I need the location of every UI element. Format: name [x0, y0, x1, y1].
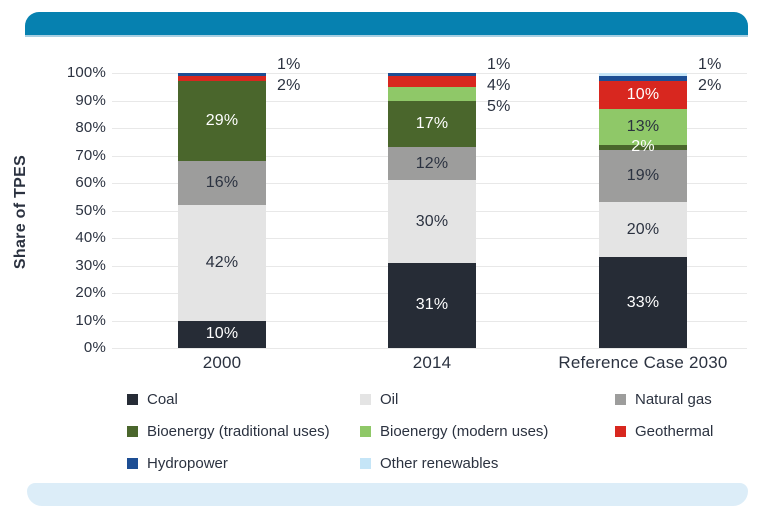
legend-item-other-renewables: Other renewables	[360, 454, 615, 472]
legend-item-bioenergy-traditional-uses-: Bioenergy (traditional uses)	[127, 422, 360, 440]
chart-plot-area: Share of TPES 0% 10% 20% 30% 40% 50% 60% 70% 80%…	[12, 0, 747, 372]
bar-segment-coal: 31%	[388, 262, 476, 348]
y-tick-label: 20%	[75, 284, 106, 301]
outside-value-label-hydropower: 1%	[277, 56, 301, 73]
legend-label: Bioenergy (traditional uses)	[147, 422, 330, 440]
bar-segment-bioenergy-traditional-uses-: 29%	[178, 81, 266, 161]
y-tick-label: 100%	[66, 64, 106, 81]
outside-value-label-hydropower: 2%	[698, 77, 722, 94]
x-category-label: Reference Case 2030	[558, 353, 728, 372]
legend-swatch-icon	[127, 457, 138, 469]
y-tick-label: 10%	[75, 311, 106, 329]
bar-segment-bioenergy-modern-uses-: 13%	[599, 108, 687, 145]
segment-value-label: 17%	[415, 114, 449, 132]
y-axis-title: Share of TPES	[12, 154, 29, 270]
segment-value-label: 2%	[631, 138, 655, 156]
segment-value-label: 10%	[626, 86, 660, 103]
bar-segment-hydropower	[599, 75, 687, 82]
bar-2000: 10% 42% 16% 29%	[178, 0, 266, 348]
x-category-label: 2000	[202, 353, 242, 372]
outside-value-label-hydropower: 1%	[487, 56, 511, 73]
y-tick-label: 80%	[75, 119, 106, 136]
bar-reference-case-2030: 33% 20% 19% 2% 13% 10%	[599, 0, 687, 348]
bar-segment-bioenergy-traditional-uses-: 2%	[599, 138, 687, 155]
legend-swatch-icon	[127, 393, 138, 405]
y-tick-label: 90%	[75, 91, 106, 109]
legend-label: Other renewables	[380, 454, 499, 472]
decorative-footer-bar	[27, 483, 748, 506]
legend-item-bioenergy-modern-uses-: Bioenergy (modern uses)	[360, 422, 615, 440]
gridline-0%	[112, 348, 747, 349]
segment-value-label: 13%	[626, 117, 660, 135]
legend-label: Hydropower	[147, 454, 228, 472]
y-tick-label: 0%	[83, 339, 106, 356]
bar-segment-geothermal	[178, 75, 266, 82]
legend-item-hydropower: Hydropower	[127, 454, 360, 472]
outside-value-label-geothermal: 2%	[277, 77, 301, 94]
legend-item-coal: Coal	[127, 390, 360, 408]
decorative-header-bar	[25, 12, 748, 37]
legend-label: Coal	[147, 390, 178, 408]
legend-label: Geothermal	[635, 422, 714, 440]
legend-item-oil: Oil	[360, 390, 615, 408]
y-tick-label: 40%	[75, 229, 106, 246]
bar-segment-hydropower	[178, 73, 266, 76]
y-tick-label: 70%	[75, 146, 106, 164]
chart-legend: Coal Oil Natural gas Bioenergy (traditional…	[127, 390, 745, 472]
bar-segment-oil: 30%	[388, 180, 476, 263]
segment-value-label: 30%	[415, 212, 449, 230]
segment-value-label: 29%	[205, 112, 239, 130]
legend-swatch-icon	[127, 425, 138, 437]
segment-value-label: 42%	[205, 253, 239, 271]
segment-value-label: 19%	[626, 167, 660, 185]
legend-swatch-icon	[360, 425, 371, 437]
legend-swatch-icon	[360, 393, 371, 405]
legend-swatch-icon	[360, 457, 371, 469]
bar-segment-coal: 33%	[599, 257, 687, 348]
y-tick-label: 50%	[75, 201, 106, 219]
bar-segment-hydropower	[388, 73, 476, 76]
legend-swatch-icon	[615, 393, 626, 405]
legend-label: Natural gas	[635, 390, 712, 408]
segment-value-label: 12%	[415, 154, 449, 172]
bar-segment-coal: 10%	[178, 320, 266, 348]
bar-segment-natural-gas: 16%	[178, 161, 266, 205]
segment-value-label: 10%	[205, 325, 239, 343]
legend-label: Bioenergy (modern uses)	[380, 422, 549, 440]
outside-value-label-other-renewables: 1%	[698, 56, 722, 73]
bar-2014: 31% 30% 12% 17%	[388, 0, 476, 348]
bar-segment-other-renewables	[599, 73, 687, 76]
segment-value-label: 16%	[205, 174, 239, 191]
outside-value-label-bioenergy-modern-uses-: 5%	[487, 98, 511, 115]
bar-segment-oil: 20%	[599, 202, 687, 258]
bar-segment-natural-gas: 12%	[388, 147, 476, 181]
legend-item-natural-gas: Natural gas	[615, 390, 745, 408]
bar-segment-geothermal: 10%	[599, 81, 687, 109]
segment-value-label: 20%	[626, 220, 660, 238]
bar-segment-natural-gas: 19%	[599, 150, 687, 203]
legend-label: Oil	[380, 390, 399, 408]
bar-segment-bioenergy-modern-uses-	[388, 86, 476, 101]
y-tick-label: 30%	[75, 256, 106, 274]
bar-segment-oil: 42%	[178, 205, 266, 321]
y-tick-label: 60%	[75, 174, 106, 191]
legend-swatch-icon	[615, 425, 626, 437]
bar-segment-geothermal	[388, 75, 476, 87]
bar-segment-bioenergy-traditional-uses-: 17%	[388, 100, 476, 148]
outside-value-label-geothermal: 4%	[487, 77, 511, 94]
legend-item-geothermal: Geothermal	[615, 422, 745, 440]
segment-value-label: 33%	[626, 293, 660, 311]
x-category-label: 2014	[412, 353, 452, 372]
segment-value-label: 31%	[415, 296, 449, 314]
